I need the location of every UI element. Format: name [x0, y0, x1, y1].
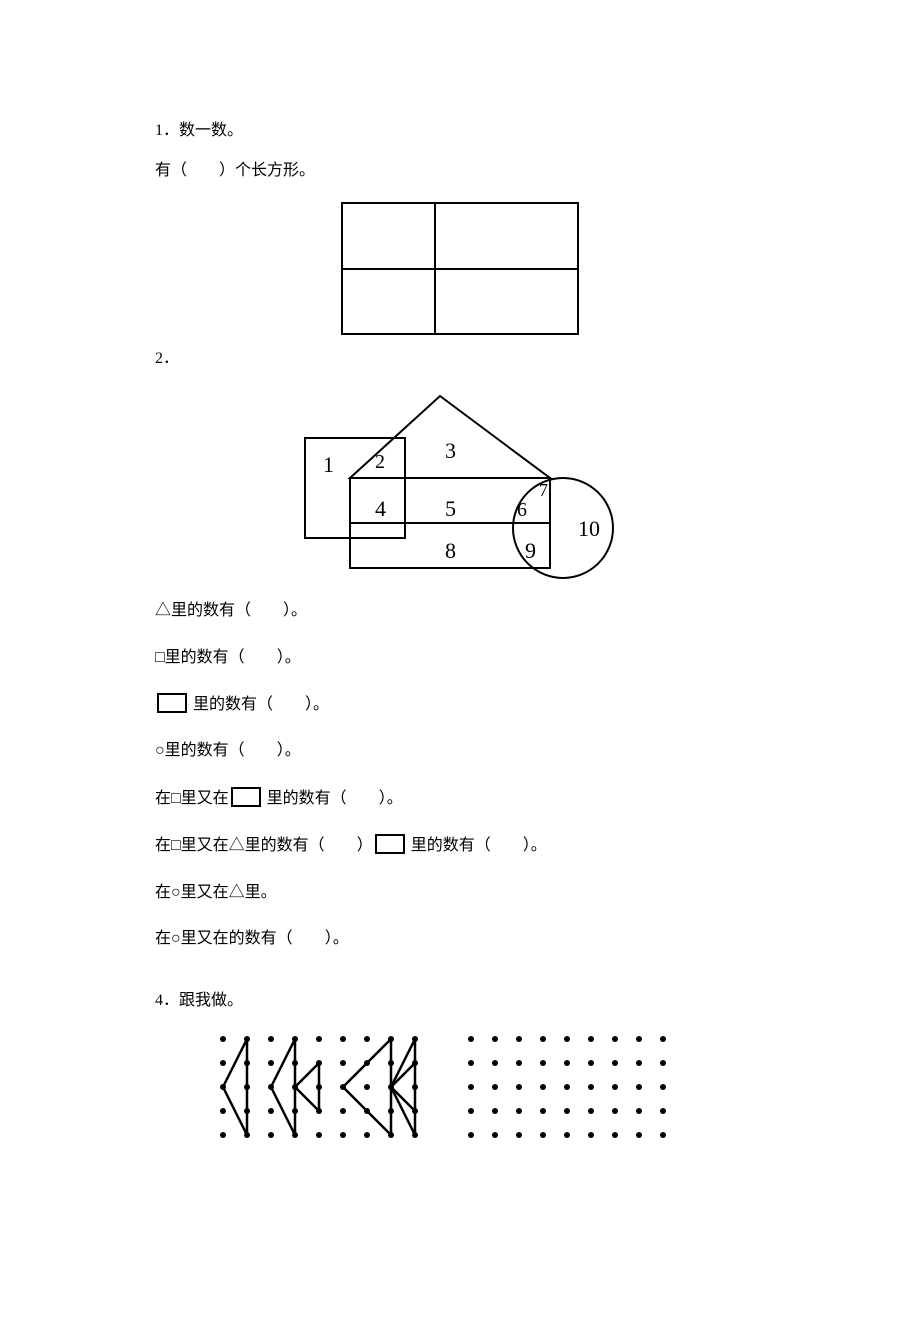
blank — [491, 837, 523, 854]
q4-dot-grids — [155, 1031, 765, 1143]
blank — [325, 837, 357, 854]
q4-title: 4．跟我做。 — [155, 990, 765, 1012]
q2-l2-b: ）。 — [277, 649, 301, 666]
q2-l5: 在□里又在 里的数有（ ）。 — [155, 787, 765, 810]
q1-line1-a: 有（ — [155, 162, 187, 179]
q2-l6-d: ）。 — [523, 837, 547, 854]
svg-text:8: 8 — [445, 538, 456, 563]
q2-l3-b: ）。 — [305, 696, 329, 713]
q2-l3-a: 里的数有（ — [189, 696, 273, 713]
q2-l2: □里的数有（ ）。 — [155, 647, 765, 669]
q2-l7: 在○里又在△里。 — [155, 882, 765, 904]
blank — [347, 790, 379, 807]
blank — [245, 742, 277, 759]
svg-text:5: 5 — [445, 496, 456, 521]
svg-text:7: 7 — [539, 480, 548, 500]
q1-title: 1．数一数。 — [155, 120, 765, 142]
q2-l5-c: ）。 — [379, 790, 403, 807]
q2-l1-b: ）。 — [283, 602, 307, 619]
svg-text:6: 6 — [517, 499, 527, 521]
q4-left-grid — [215, 1031, 423, 1143]
blank — [273, 696, 305, 713]
q4-right-grid — [463, 1031, 671, 1143]
q2-questions: △里的数有（ ）。 □里的数有（ ）。 里的数有（ ）。 ○里的数有（ ）。 在… — [155, 600, 765, 950]
q2-title: 2． — [155, 348, 765, 370]
q2-l1-a: △里的数有（ — [155, 602, 251, 619]
blank — [251, 602, 283, 619]
q2-l4-a: ○里的数有（ — [155, 742, 245, 759]
q2-l8-b: ）。 — [325, 930, 349, 947]
q2-l1: △里的数有（ ）。 — [155, 600, 765, 622]
q2-l6: 在□里又在△里的数有（ ） 里的数有（ ）。 — [155, 834, 765, 857]
q2-l8: 在○里又在的数有（ ）。 — [155, 928, 765, 950]
q2-l8-a: 在○里又在的数有（ — [155, 930, 293, 947]
svg-text:2: 2 — [375, 451, 385, 473]
q1-blank — [187, 162, 219, 179]
svg-text:10: 10 — [578, 516, 600, 541]
q1-figure — [340, 201, 580, 336]
q2-l3: 里的数有（ ）。 — [155, 693, 765, 716]
blank — [293, 930, 325, 947]
q2-l6-c: 里的数有（ — [407, 837, 491, 854]
q2-figure: 1 2 3 4 5 67 8 9 10 — [295, 388, 625, 588]
q2-l5-a: 在□里又在 — [155, 790, 229, 807]
svg-text:9: 9 — [525, 538, 536, 563]
q2-l5-b: 里的数有（ — [263, 790, 347, 807]
rectangle-icon — [231, 787, 261, 807]
q1-line1: 有（ ）个长方形。 — [155, 160, 765, 182]
svg-text:4: 4 — [375, 496, 386, 521]
q2-l6-b: ） — [357, 837, 373, 854]
rectangle-icon — [157, 693, 187, 713]
q1-line1-b: ）个长方形。 — [219, 162, 315, 179]
svg-text:1: 1 — [323, 452, 334, 477]
q2-l4: ○里的数有（ ）。 — [155, 740, 765, 762]
rectangle-icon — [375, 834, 405, 854]
q2-l4-b: ）。 — [277, 742, 301, 759]
blank — [245, 649, 277, 666]
q2-l2-a: □里的数有（ — [155, 649, 245, 666]
svg-text:3: 3 — [445, 438, 456, 463]
q2-l6-a: 在□里又在△里的数有（ — [155, 837, 325, 854]
